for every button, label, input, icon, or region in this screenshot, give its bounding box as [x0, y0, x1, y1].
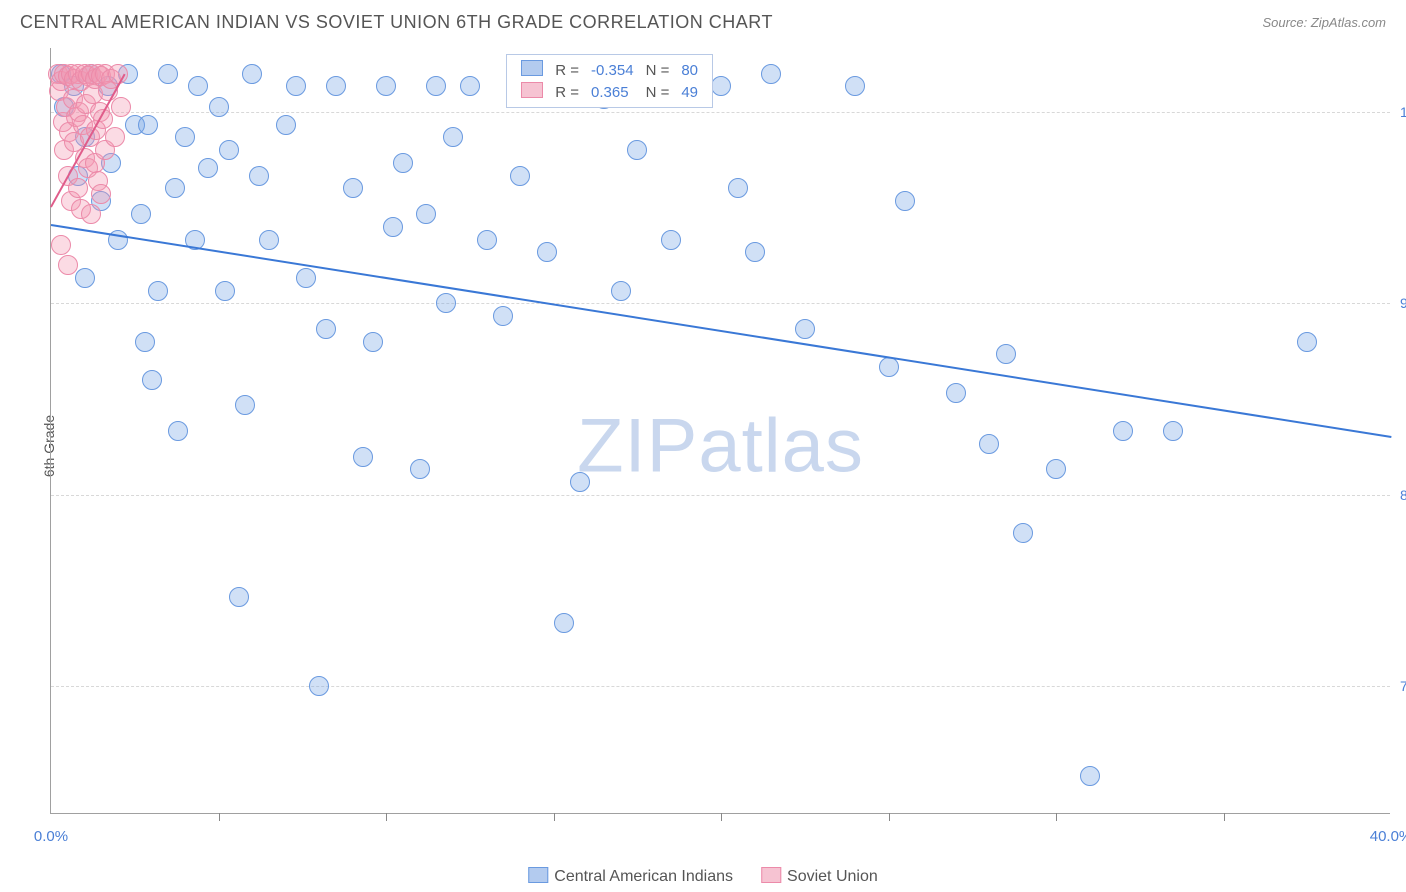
data-point — [845, 76, 865, 96]
data-point — [611, 281, 631, 301]
data-point — [286, 76, 306, 96]
data-point — [309, 676, 329, 696]
data-point — [75, 268, 95, 288]
data-point — [68, 178, 88, 198]
gridline — [51, 112, 1390, 113]
data-point — [249, 166, 269, 186]
data-point — [711, 76, 731, 96]
data-point — [229, 587, 249, 607]
correlation-legend: R =-0.354N =80R =0.365N =49 — [506, 54, 713, 108]
x-tick — [721, 813, 722, 821]
chart-title: CENTRAL AMERICAN INDIAN VS SOVIET UNION … — [20, 12, 773, 33]
data-point — [135, 332, 155, 352]
x-tick — [554, 813, 555, 821]
data-point — [81, 204, 101, 224]
y-tick-label: 100.0% — [1400, 104, 1406, 120]
data-point — [416, 204, 436, 224]
data-point — [259, 230, 279, 250]
data-point — [138, 115, 158, 135]
data-point — [158, 64, 178, 84]
data-point — [570, 472, 590, 492]
series-legend: Central American Indians Soviet Union — [528, 867, 877, 886]
data-point — [460, 76, 480, 96]
x-tick — [1056, 813, 1057, 821]
legend-item: Central American Indians — [528, 867, 733, 886]
data-point — [316, 319, 336, 339]
data-point — [1013, 523, 1033, 543]
data-point — [168, 421, 188, 441]
x-tick — [219, 813, 220, 821]
data-point — [219, 140, 239, 160]
data-point — [895, 191, 915, 211]
data-point — [410, 459, 430, 479]
data-point — [996, 344, 1016, 364]
data-point — [165, 178, 185, 198]
data-point — [148, 281, 168, 301]
data-point — [215, 281, 235, 301]
data-point — [537, 242, 557, 262]
data-point — [326, 76, 346, 96]
data-point — [58, 255, 78, 275]
data-point — [477, 230, 497, 250]
data-point — [443, 127, 463, 147]
data-point — [296, 268, 316, 288]
data-point — [661, 230, 681, 250]
data-point — [1080, 766, 1100, 786]
data-point — [728, 178, 748, 198]
chart-source: Source: ZipAtlas.com — [1262, 15, 1386, 30]
chart-plot-area: 77.5%85.0%92.5%100.0%0.0%40.0% ZIPatlas … — [50, 48, 1390, 814]
data-point — [131, 204, 151, 224]
data-point — [142, 370, 162, 390]
data-point — [383, 217, 403, 237]
data-point — [209, 97, 229, 117]
data-point — [1046, 459, 1066, 479]
x-tick — [386, 813, 387, 821]
x-tick — [889, 813, 890, 821]
data-point — [393, 153, 413, 173]
data-point — [105, 127, 125, 147]
data-point — [111, 97, 131, 117]
x-tick — [1224, 813, 1225, 821]
data-point — [175, 127, 195, 147]
legend-item: Soviet Union — [761, 867, 878, 886]
data-point — [363, 332, 383, 352]
y-tick-label: 92.5% — [1400, 295, 1406, 311]
data-point — [51, 235, 71, 255]
legend-row: R =-0.354N =80 — [515, 59, 704, 81]
data-point — [745, 242, 765, 262]
legend-row: R =0.365N =49 — [515, 81, 704, 103]
data-point — [1163, 421, 1183, 441]
data-point — [188, 76, 208, 96]
x-tick-label: 0.0% — [34, 828, 68, 845]
data-point — [879, 357, 899, 377]
data-point — [1113, 421, 1133, 441]
data-point — [276, 115, 296, 135]
gridline — [51, 495, 1390, 496]
x-tick-label: 40.0% — [1370, 828, 1406, 845]
gridline — [51, 686, 1390, 687]
data-point — [493, 306, 513, 326]
data-point — [376, 76, 396, 96]
data-point — [198, 158, 218, 178]
data-point — [946, 383, 966, 403]
data-point — [436, 293, 456, 313]
data-point — [1297, 332, 1317, 352]
data-point — [235, 395, 255, 415]
data-point — [242, 64, 262, 84]
y-tick-label: 77.5% — [1400, 678, 1406, 694]
data-point — [426, 76, 446, 96]
data-point — [91, 184, 111, 204]
data-point — [761, 64, 781, 84]
gridline — [51, 303, 1390, 304]
data-point — [554, 613, 574, 633]
data-point — [627, 140, 647, 160]
data-point — [979, 434, 999, 454]
data-point — [353, 447, 373, 467]
y-tick-label: 85.0% — [1400, 487, 1406, 503]
data-point — [795, 319, 815, 339]
data-point — [510, 166, 530, 186]
data-point — [343, 178, 363, 198]
